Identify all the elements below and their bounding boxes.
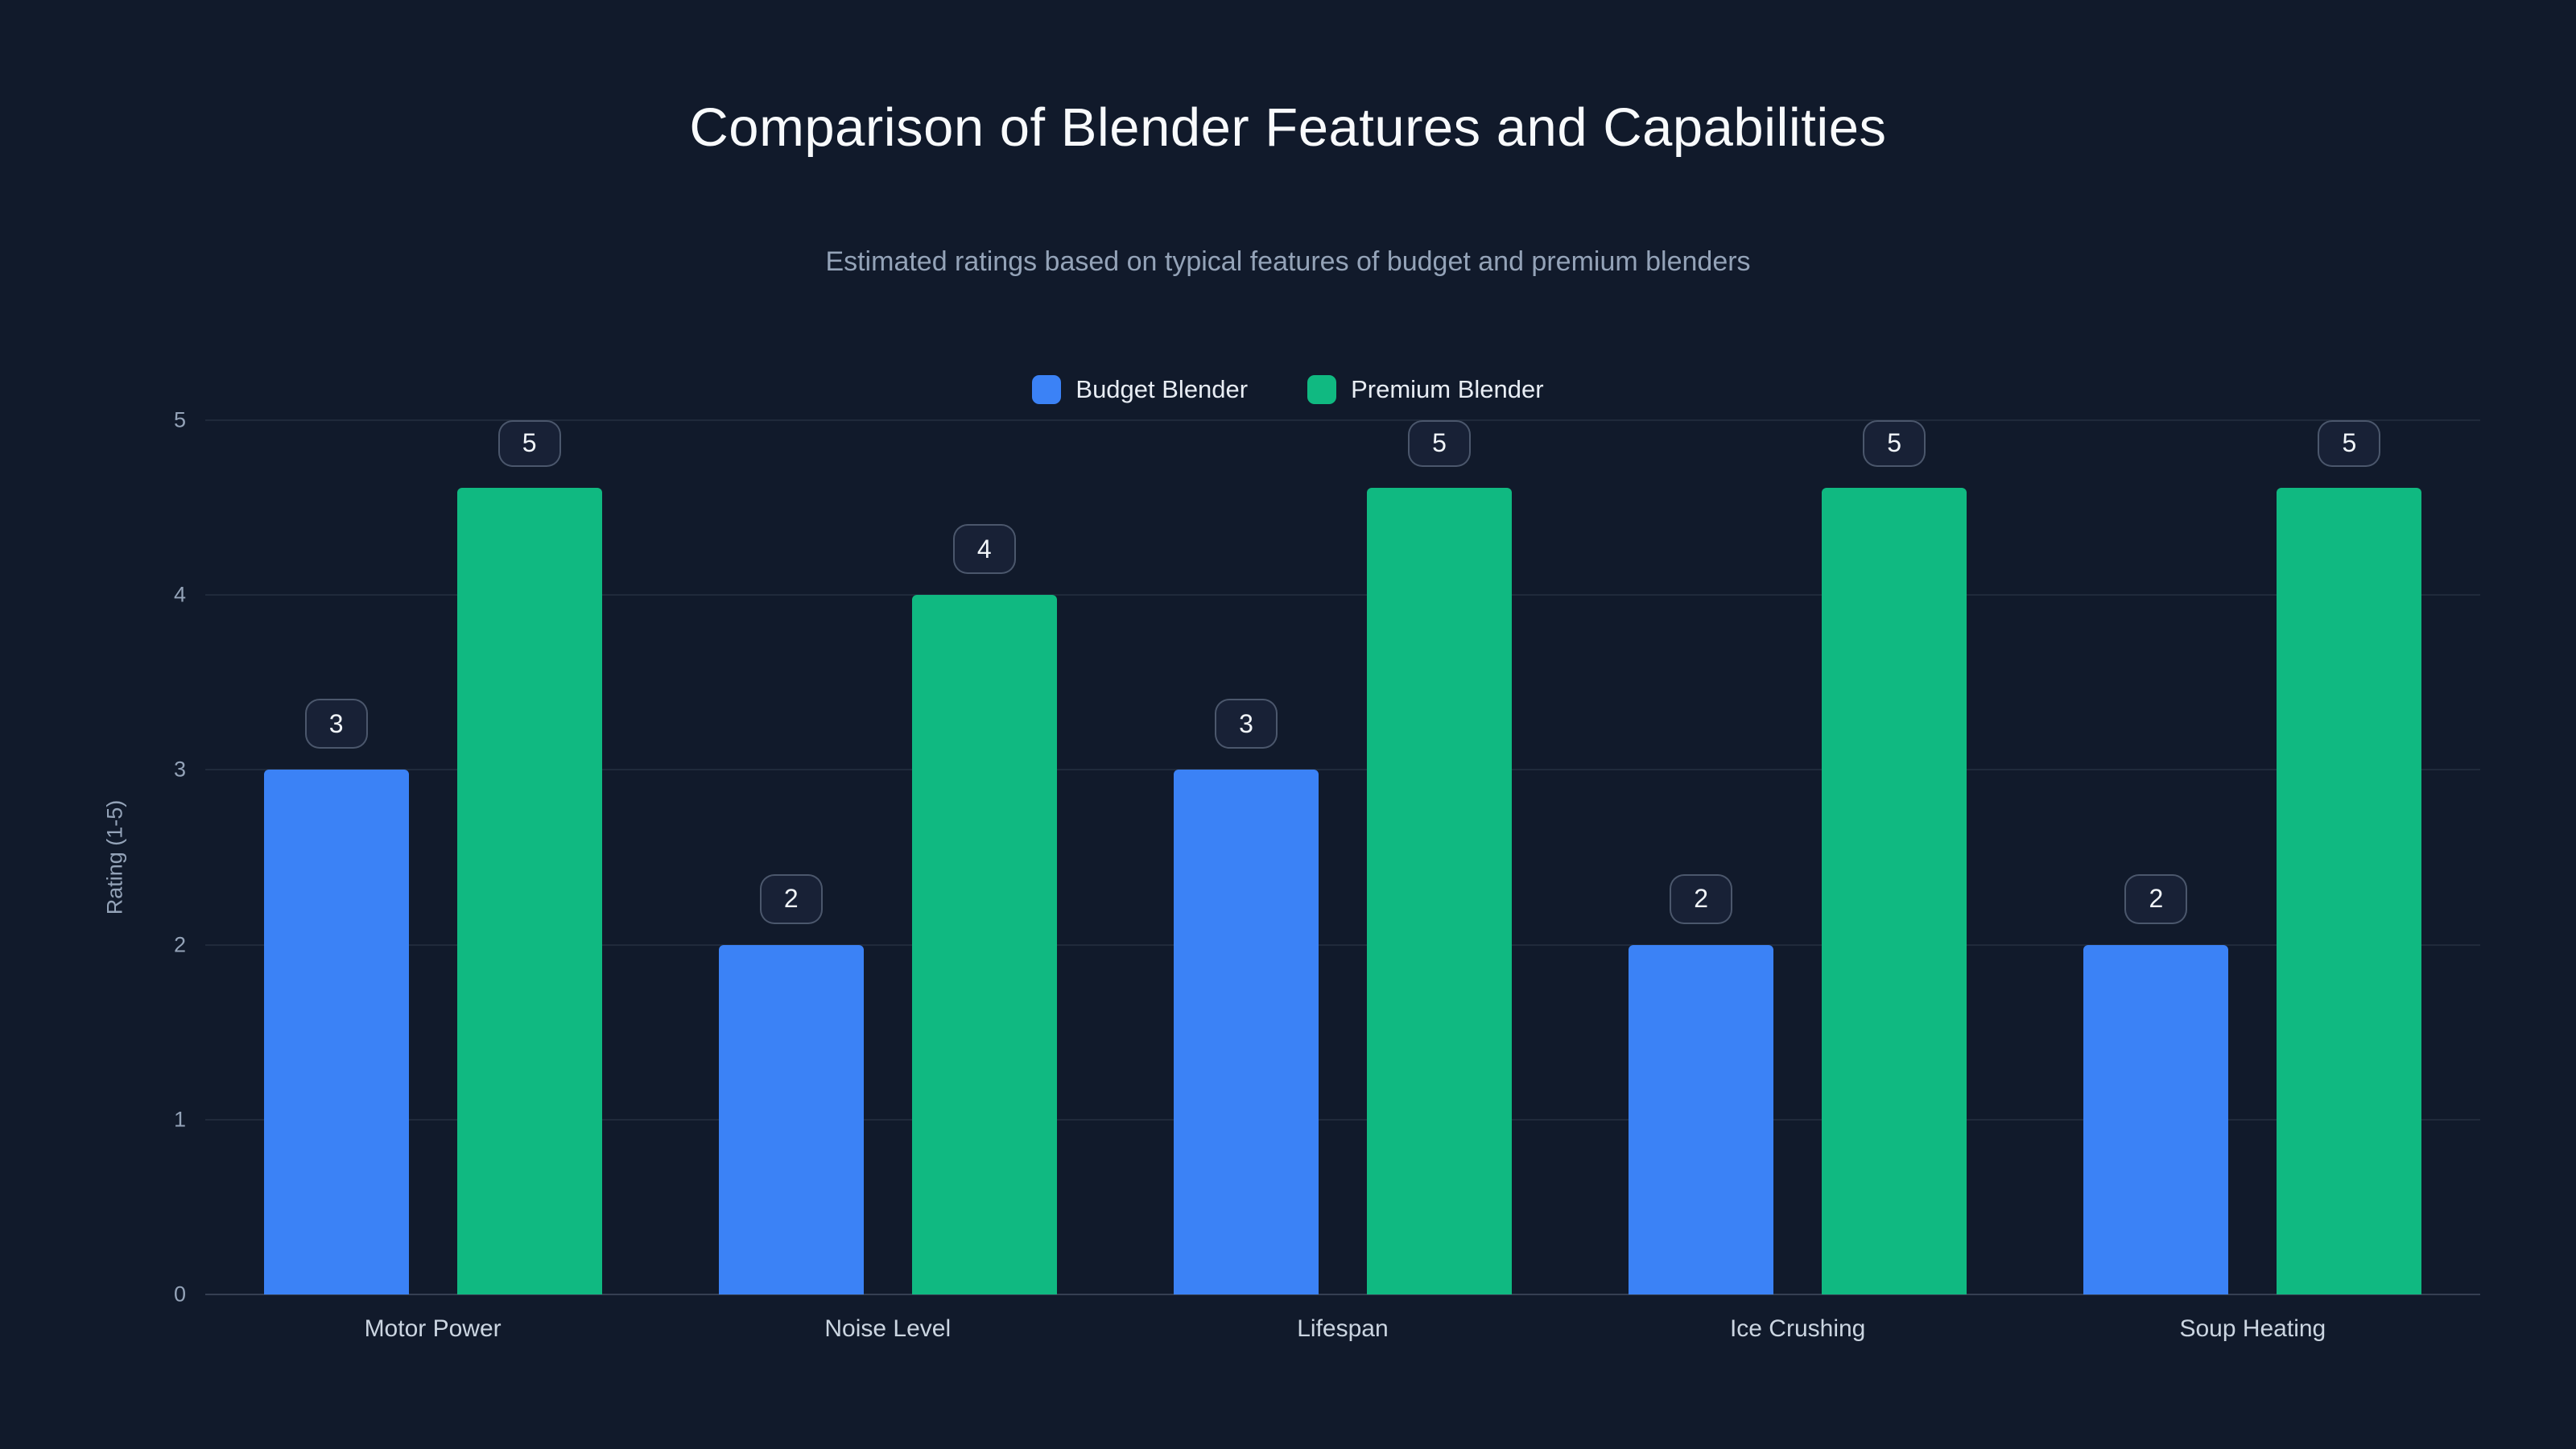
value-label: 2	[1670, 873, 1733, 924]
bar	[2277, 487, 2422, 1294]
gridline	[205, 943, 2480, 946]
bar	[1173, 770, 1319, 1294]
legend-swatch-icon	[1307, 375, 1337, 404]
bar	[456, 487, 602, 1294]
x-axis-label: Ice Crushing	[1729, 1315, 1866, 1342]
y-tick-label: 4	[173, 582, 186, 607]
bar-column: 5	[1366, 420, 1512, 1294]
x-axis-label: Noise Level	[824, 1315, 952, 1342]
gridline	[205, 769, 2480, 771]
bar-column: 5	[456, 420, 602, 1294]
legend-item[interactable]: Premium Blender	[1307, 375, 1544, 404]
bar	[263, 770, 409, 1294]
bar	[1629, 944, 1774, 1294]
gridline	[205, 419, 2480, 421]
x-axis-label: Motor Power	[364, 1315, 502, 1342]
chart-subtitle: Estimated ratings based on typical featu…	[825, 246, 1751, 277]
value-label: 5	[2318, 420, 2381, 467]
chart-title: Comparison of Blender Features and Capab…	[689, 97, 1887, 158]
x-axis-label: Lifespan	[1297, 1315, 1389, 1342]
bar	[1822, 487, 1967, 1294]
value-label: 5	[1407, 420, 1471, 467]
bar	[911, 595, 1057, 1294]
value-label: 5	[497, 420, 561, 467]
x-axis-label: Soup Heating	[2179, 1315, 2326, 1342]
y-tick-label: 5	[173, 407, 186, 432]
bar-column: 3	[1173, 420, 1319, 1294]
value-label: 5	[1863, 420, 1926, 467]
bar-column: 4	[911, 420, 1057, 1294]
legend-label: Premium Blender	[1351, 375, 1544, 403]
y-tick-label: 3	[173, 757, 186, 782]
y-axis-title: Rating (1-5)	[102, 799, 127, 915]
value-label: 4	[952, 524, 1016, 575]
legend-label: Budget Blender	[1075, 375, 1249, 403]
y-tick-label: 2	[173, 932, 186, 957]
bar-column: 5	[1822, 420, 1967, 1294]
x-axis-labels: Motor Power Noise Level Lifespan Ice Crushi…	[205, 1315, 2480, 1343]
bar	[718, 944, 864, 1294]
gridline	[205, 1118, 2480, 1121]
bar-column: 3	[263, 420, 409, 1294]
value-label: 3	[304, 699, 368, 749]
legend: Budget Blender Premium Blender	[0, 375, 2576, 404]
bar	[1366, 487, 1512, 1294]
gridline	[205, 1294, 2480, 1295]
bar-column: 5	[2277, 420, 2422, 1294]
legend-item[interactable]: Budget Blender	[1032, 375, 1248, 404]
y-tick-label: 0	[173, 1282, 186, 1307]
y-tick-label: 1	[173, 1107, 186, 1132]
legend-swatch-icon	[1032, 375, 1062, 404]
value-label: 2	[759, 873, 823, 924]
bar	[2083, 944, 2229, 1294]
bar-column: 2	[2083, 420, 2229, 1294]
bar-column: 2	[718, 420, 864, 1294]
bar-column: 2	[1629, 420, 1774, 1294]
value-label: 3	[1214, 699, 1278, 749]
value-label: 2	[2124, 873, 2188, 924]
gridline	[205, 594, 2480, 597]
